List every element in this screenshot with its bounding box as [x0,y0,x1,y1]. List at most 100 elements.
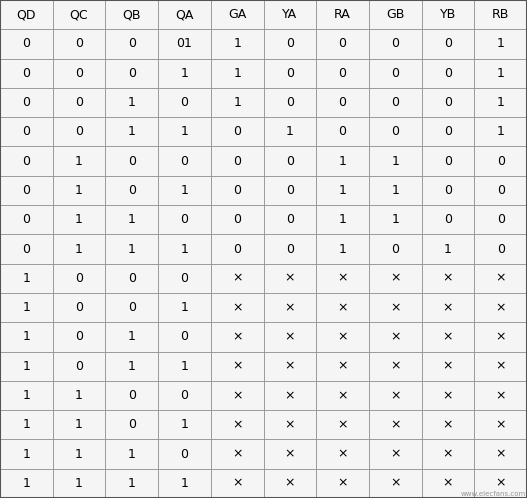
Bar [158,235,211,263]
Text: 1: 1 [233,96,241,109]
Bar [316,263,369,293]
Bar [105,117,158,146]
Text: 0: 0 [391,37,399,50]
Bar [474,352,527,381]
Text: ×: × [337,477,348,490]
Text: ×: × [390,448,401,461]
Text: ×: × [285,389,295,402]
Bar [369,146,422,176]
Text: 0: 0 [75,67,83,80]
Text: ×: × [337,330,348,344]
Bar [0,410,53,439]
Bar [158,0,211,29]
Bar [158,29,211,59]
Text: ×: × [337,418,348,431]
Bar [422,59,474,88]
Text: 0: 0 [286,184,294,197]
Text: 0: 0 [75,96,83,109]
Bar [53,88,105,117]
Bar [0,29,53,59]
Bar [316,235,369,263]
Bar [105,381,158,410]
Bar [264,469,316,498]
Bar [211,235,264,263]
Text: ×: × [285,360,295,373]
Text: ×: × [232,418,242,431]
Bar [53,410,105,439]
Text: ×: × [443,389,453,402]
Bar [0,263,53,293]
Text: 1: 1 [392,213,399,226]
Bar [474,205,527,235]
Bar [0,439,53,469]
Bar [264,263,316,293]
Text: ×: × [443,418,453,431]
Text: 0: 0 [180,330,189,344]
Text: YB: YB [440,8,456,21]
Bar [53,235,105,263]
Text: 0: 0 [180,389,189,402]
Bar [474,29,527,59]
Text: 0: 0 [22,96,31,109]
Text: 0: 0 [75,360,83,373]
Text: 0: 0 [444,213,452,226]
Text: 1: 1 [339,213,346,226]
Bar [264,352,316,381]
Text: 1: 1 [75,448,83,461]
Bar [422,88,474,117]
Text: ×: × [285,272,295,285]
Bar [53,381,105,410]
Bar [474,293,527,322]
Bar [264,146,316,176]
Bar [369,293,422,322]
Bar [422,29,474,59]
Text: 0: 0 [233,154,241,168]
Bar [369,59,422,88]
Text: 1: 1 [181,360,188,373]
Text: 0: 0 [180,448,189,461]
Bar [369,410,422,439]
Text: ×: × [390,418,401,431]
Bar [105,88,158,117]
Bar [369,263,422,293]
Text: 1: 1 [75,477,83,490]
Bar [369,0,422,29]
Bar [53,117,105,146]
Bar [474,176,527,205]
Text: 1: 1 [444,243,452,255]
Bar [105,205,158,235]
Bar [422,322,474,352]
Bar [211,117,264,146]
Bar [264,176,316,205]
Bar [158,263,211,293]
Text: 0: 0 [75,272,83,285]
Text: 0: 0 [496,184,505,197]
Text: 01: 01 [177,37,192,50]
Bar [264,88,316,117]
Bar [105,29,158,59]
Bar [264,59,316,88]
Text: 1: 1 [23,301,30,314]
Bar [211,293,264,322]
Text: 0: 0 [444,96,452,109]
Text: 1: 1 [23,330,30,344]
Text: QA: QA [175,8,193,21]
Text: ×: × [495,360,506,373]
Text: 1: 1 [75,184,83,197]
Text: 1: 1 [128,213,135,226]
Bar [264,410,316,439]
Text: 0: 0 [286,37,294,50]
Bar [316,469,369,498]
Text: 0: 0 [128,184,136,197]
Text: ×: × [337,272,348,285]
Bar [158,293,211,322]
Text: 0: 0 [444,184,452,197]
Text: 1: 1 [75,154,83,168]
Bar [474,117,527,146]
Text: YA: YA [282,8,297,21]
Text: 1: 1 [75,389,83,402]
Text: 0: 0 [180,154,189,168]
Text: 1: 1 [181,477,188,490]
Text: 0: 0 [128,67,136,80]
Bar [0,352,53,381]
